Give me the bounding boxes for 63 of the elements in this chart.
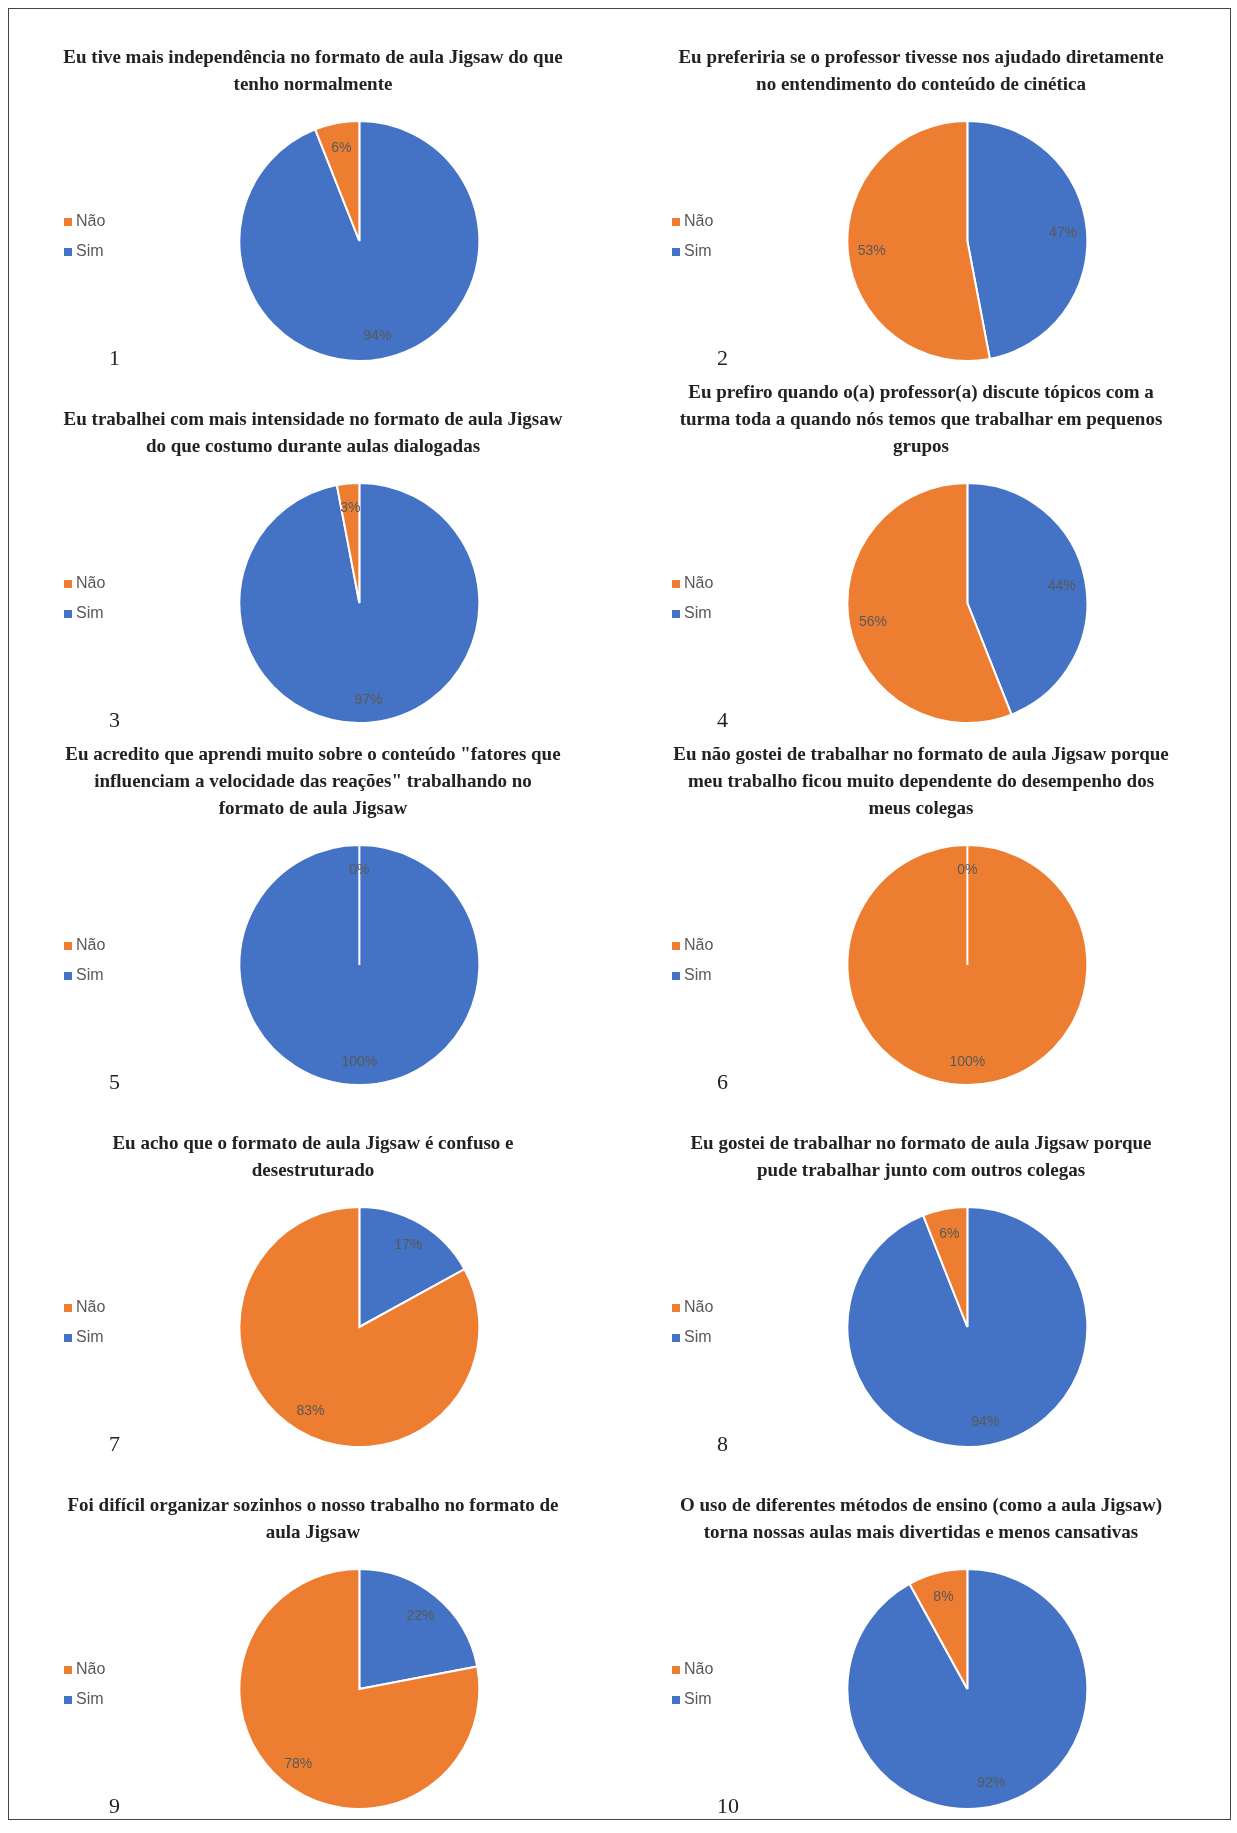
text: 9 — [109, 1793, 120, 1819]
chart-title: Eu prefiro quando o(a) professor(a) discute tópicos com a turma toda a quando nós temos que trabalhar em pequenos grupos — [678, 380, 1164, 458]
chart-title: Eu gostei de trabalhar no formato de aula Jigsaw porque pude trabalhar junto com outros colegas — [689, 1131, 1153, 1182]
chart-title: O uso de diferentes métodos de ensino (como a aula Jigsaw) torna nossas aulas mais divertidas e menos cansativas — [678, 1493, 1163, 1544]
data-label: 44% — [1047, 577, 1076, 594]
data-label: 53% — [857, 242, 886, 259]
data-label: 22% — [406, 1607, 435, 1624]
legend-label: Sim — [76, 242, 104, 259]
text: 7 — [109, 1431, 120, 1457]
legend-label: Sim — [684, 966, 712, 983]
pie-slice — [238, 120, 481, 362]
text: 6 — [717, 1069, 728, 1095]
data-label: 97% — [354, 690, 383, 707]
pie-slice — [238, 1568, 481, 1810]
data-label: 94% — [971, 1413, 1000, 1430]
legend-label: Sim — [684, 1690, 712, 1707]
data-label: 56% — [859, 612, 888, 629]
text: 4 — [717, 707, 728, 733]
data-label: 92% — [977, 1773, 1006, 1790]
pie-slice — [238, 482, 481, 724]
chart-title: Eu acho que o formato de aula Jigsaw é confuso e desestruturado — [111, 1131, 515, 1182]
pie-slice — [846, 1206, 1089, 1448]
data-label: 94% — [363, 327, 392, 344]
data-label: 47% — [1048, 223, 1077, 240]
legend-label: Não — [76, 936, 106, 953]
pie-slice — [846, 1568, 1089, 1810]
legend-label: Sim — [684, 1328, 712, 1345]
legend-label: Sim — [76, 604, 104, 621]
chart-title: Eu não gostei de trabalhar no formato de aula Jigsaw porque meu trabalho ficou muito dependente do desempenho dos meus colegas — [672, 742, 1170, 820]
text: 1 — [109, 345, 120, 371]
data-label: 100% — [949, 1053, 986, 1069]
pie-slice — [238, 1206, 481, 1448]
text: 2 — [717, 345, 728, 371]
legend-label: Sim — [76, 966, 104, 983]
data-label: 100% — [341, 1053, 378, 1069]
text: 10 — [717, 1793, 739, 1819]
legend-label: Não — [76, 212, 106, 229]
legend-label: Não — [684, 1298, 714, 1315]
data-label: 8% — [933, 1588, 954, 1605]
legend-label: Não — [684, 1660, 714, 1677]
data-label: 6% — [939, 1224, 960, 1241]
legend-label: Sim — [76, 1690, 104, 1707]
text: 5 — [109, 1069, 120, 1095]
data-label: 78% — [284, 1754, 313, 1771]
chart-title: Eu preferiria se o professor tivesse nos ajudado diretamente no entendimento do conteúdo de cinética — [677, 45, 1165, 96]
legend-label: Não — [76, 574, 106, 591]
legend-label: Sim — [76, 1328, 104, 1345]
chart-title: Eu trabalhei com mais intensidade no formato de aula Jigsaw do que costumo durante aulas dialogadas — [63, 407, 563, 458]
legend-label: Não — [684, 574, 714, 591]
chart-title: Eu tive mais independência no formato de aula Jigsaw do que tenho normalmente — [63, 45, 563, 96]
legend-label: Não — [684, 936, 714, 953]
legend-label: Não — [76, 1298, 106, 1315]
text: 8 — [717, 1431, 728, 1457]
legend-label: Não — [76, 1660, 106, 1677]
legend-label: Sim — [684, 604, 712, 621]
data-label: 83% — [296, 1401, 325, 1418]
legend-label: Não — [684, 212, 714, 229]
data-label: 17% — [394, 1236, 423, 1253]
legend-label: Sim — [684, 242, 712, 259]
chart-title: Foi difícil organizar sozinhos o nosso trabalho no formato de aula Jigsaw — [66, 1493, 560, 1544]
data-label: 6% — [331, 138, 352, 155]
chart-title: Eu acredito que aprendi muito sobre o conteúdo "fatores que influenciam a velocidade das reações" trabalhando no formato de aula Jigsaw — [64, 742, 562, 820]
text: 3 — [109, 707, 120, 733]
